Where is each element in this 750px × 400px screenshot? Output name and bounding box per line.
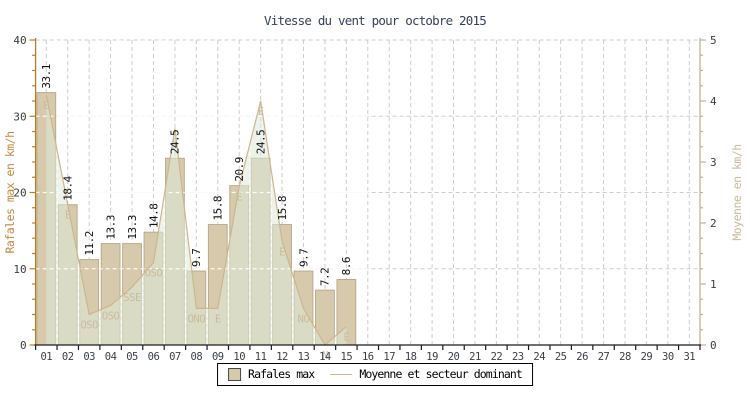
x-axis-day-label: 22 [491, 351, 503, 363]
x-axis-day-label: 05 [126, 351, 138, 363]
value-label: 24.5 [169, 130, 182, 155]
direction-label: OSO [80, 320, 98, 332]
direction-label: ONO [188, 313, 206, 325]
grid-overlay [35, 40, 368, 345]
x-axis-day-label: 11 [255, 351, 267, 363]
direction-label: E [343, 332, 349, 344]
left-axis-tick-label: 10 [13, 263, 26, 276]
direction-label: OSO [102, 310, 120, 322]
legend-bar-label: Rafales max [248, 367, 315, 381]
mean-area [46, 94, 347, 345]
x-axis-day-label: 17 [383, 351, 395, 363]
x-axis-day-label: 23 [512, 351, 524, 363]
value-label: 33.1 [40, 64, 53, 89]
x-axis-day-label: 16 [362, 351, 374, 363]
x-axis-day-label: 03 [83, 351, 95, 363]
value-label: 13.3 [104, 215, 117, 240]
direction-label: OSO [145, 268, 163, 280]
x-axis-day-label: 27 [598, 351, 610, 363]
x-axis-day-label: 12 [276, 351, 288, 363]
left-axis-tick-label: 30 [13, 110, 26, 123]
x-axis: 01 02 03 04 05 06 07 08 09 10 11 12 13 14 15 16 17 18 19 20… [34, 344, 701, 363]
value-label: 8.6 [340, 257, 353, 275]
x-axis-day-label: 25 [555, 351, 567, 363]
value-label: 20.9 [233, 157, 246, 182]
direction-label: N [322, 350, 328, 362]
x-axis-day-label: 13 [298, 351, 310, 363]
x-axis-day-label: 07 [169, 351, 181, 363]
value-label: 18.4 [62, 175, 75, 200]
right-axis-tick-label: 2 [710, 217, 717, 230]
value-label: 11.2 [83, 231, 96, 256]
right-axis-tick-label: 3 [710, 156, 717, 169]
x-axis-day-label: 21 [469, 351, 481, 363]
x-axis-day-label: 09 [212, 351, 224, 363]
x-axis-day-label: 26 [576, 351, 588, 363]
direction-label: E [215, 313, 221, 325]
value-label: 7.2 [319, 268, 332, 286]
direction-label: SSE [123, 292, 141, 304]
x-axis-day-label: 19 [426, 351, 438, 363]
x-axis-day-label: 29 [641, 351, 653, 363]
value-label: 15.8 [212, 196, 225, 221]
legend-box: Rafales max Moyenne et secteur dominant [217, 363, 533, 386]
value-label: 9.7 [190, 249, 203, 267]
gust-value-labels: 33.1 18.4 11.2 13.3 13.3 14.8 24.5 9.7 15.8 20.9 2… [40, 64, 353, 286]
x-axis-day-label: 06 [148, 351, 160, 363]
left-axis-tick-label: 0 [20, 339, 27, 352]
right-axis-tick-label: 4 [710, 95, 717, 108]
value-label: 9.7 [297, 249, 310, 267]
x-axis-day-label: 30 [662, 351, 674, 363]
direction-label: E [65, 210, 71, 222]
value-label: 13.3 [126, 215, 139, 240]
x-axis-day-label: 31 [683, 351, 695, 363]
right-axis-title: Moyenne en km/h [730, 144, 744, 240]
direction-label: E [43, 100, 49, 112]
x-axis-day-label: 24 [533, 351, 545, 363]
legend-line-swatch-icon [330, 373, 353, 375]
x-axis-day-label: 02 [62, 351, 74, 363]
legend-line-label: Moyenne et secteur dominant [359, 367, 523, 381]
left-axis-tick-label: 20 [13, 187, 26, 200]
x-axis-day-label: 18 [405, 351, 417, 363]
x-axis-day-label: 15 [341, 351, 353, 363]
value-label: 24.5 [254, 130, 267, 155]
mean-line [45, 94, 347, 346]
direction-label: E [258, 106, 264, 118]
x-axis-day-label: 04 [105, 351, 117, 363]
direction-label: E [279, 246, 285, 258]
legend-bar-swatch-icon [228, 367, 242, 381]
chart-title: Vitesse du vent pour octobre 2015 [264, 13, 487, 28]
value-label: 15.8 [276, 196, 289, 221]
left-axis-title: Rafales max en km/h [3, 131, 17, 253]
direction-label: E [172, 133, 178, 145]
x-axis-day-label: 10 [233, 351, 245, 363]
direction-label: E [236, 191, 242, 203]
right-axis-tick-label: 0 [710, 339, 717, 352]
x-axis-day-label: 01 [40, 351, 52, 363]
right-axis-tick-label: 1 [710, 278, 717, 291]
value-label: 14.8 [147, 204, 160, 229]
right-axis: 0 1 2 3 4 5 Moyenne en km/h [699, 34, 744, 352]
x-axis-day-label: 08 [191, 351, 203, 363]
x-axis-day-label: 14 [319, 351, 331, 363]
right-axis-tick-label: 5 [710, 34, 717, 47]
x-axis-day-label: 20 [448, 351, 460, 363]
direction-label: NO [298, 313, 310, 325]
left-axis-tick-label: 40 [13, 34, 26, 47]
left-axis: 0 10 20 30 40 Rafales max en km/h [3, 34, 37, 352]
x-axis-day-label: 28 [619, 351, 631, 363]
